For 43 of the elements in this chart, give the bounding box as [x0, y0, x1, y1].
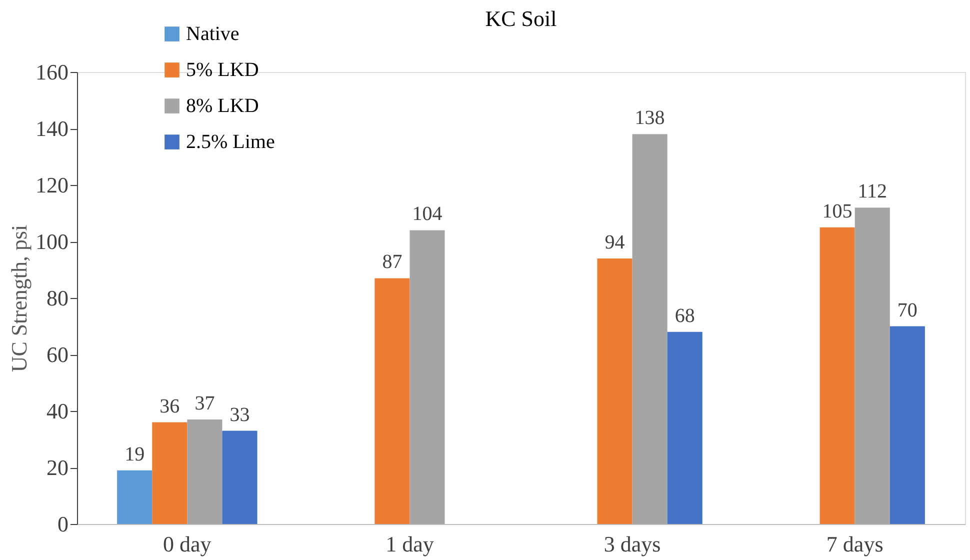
y-tick-label: 100: [36, 229, 68, 254]
data-label: 112: [858, 180, 887, 203]
data-label: 138: [634, 107, 665, 130]
legend-label: 2.5% Lime: [186, 131, 275, 153]
bar: [374, 278, 410, 524]
data-label: 87: [382, 251, 402, 274]
bar: [410, 230, 445, 524]
legend-label: 5% LKD: [186, 59, 259, 81]
x-tick-label: 3 days: [604, 532, 661, 556]
chart-title: KC Soil: [485, 6, 557, 31]
y-tick-label: 20: [46, 455, 68, 480]
x-tick-label: 0 day: [163, 532, 212, 556]
x-tick-label: 1 day: [386, 532, 434, 556]
y-tick-label: 0: [58, 512, 68, 536]
y-tick-label: 120: [36, 172, 68, 198]
bar: [597, 258, 632, 524]
data-label: 104: [412, 203, 442, 226]
bar: [632, 134, 668, 524]
bar: [117, 470, 152, 524]
y-tick-label: 160: [36, 60, 68, 84]
bar: [187, 419, 222, 524]
y-axis-title: UC Strength, psi: [6, 224, 32, 372]
legend-label: 8% LKD: [186, 95, 259, 117]
bar: [854, 208, 890, 524]
x-tick-label: 7 days: [826, 532, 884, 556]
y-tick-label: 40: [46, 398, 68, 424]
y-tick-label: 140: [36, 116, 68, 141]
data-label: 37: [194, 392, 215, 414]
data-label: 33: [230, 404, 250, 426]
data-label: 36: [160, 395, 180, 418]
bar: [890, 326, 925, 524]
bar: [152, 422, 188, 524]
bar: [820, 227, 855, 524]
legend-label: Native: [186, 23, 240, 45]
data-label: 68: [674, 304, 695, 327]
data-label: 19: [124, 443, 145, 466]
y-tick-label: 80: [46, 286, 68, 310]
bar: [222, 430, 258, 524]
bar: [667, 332, 702, 524]
data-label: 94: [604, 231, 625, 254]
data-label: 70: [897, 299, 918, 322]
data-label: 105: [822, 200, 852, 222]
y-tick-label: 60: [46, 342, 68, 367]
